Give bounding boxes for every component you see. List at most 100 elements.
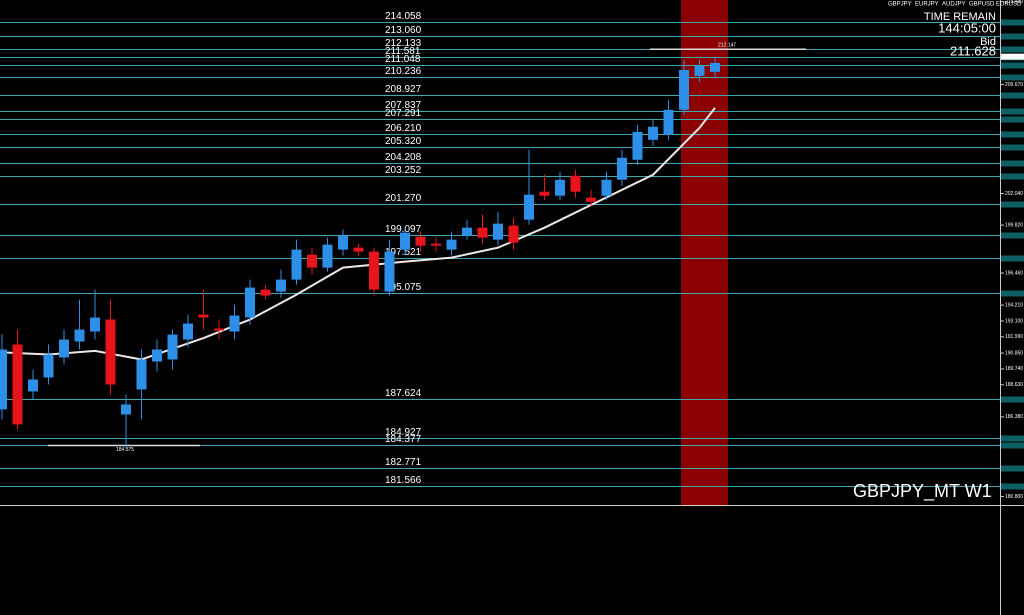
level-label: 213.060	[385, 25, 422, 36]
candle-body	[446, 239, 457, 250]
level-tag	[1001, 62, 1024, 69]
candle-body	[12, 344, 23, 425]
y-tick-label: 180.800	[1005, 494, 1023, 500]
candle-body	[338, 235, 348, 250]
level-tag	[1001, 442, 1024, 449]
candle-body	[555, 179, 565, 196]
symbol-tab[interactable]: AUDJPY	[942, 2, 966, 8]
y-tick-label: 194.210	[1005, 302, 1023, 308]
candle-body	[524, 194, 534, 220]
candle-body	[167, 334, 178, 360]
candle-body	[152, 349, 162, 362]
candle-body	[648, 126, 658, 140]
level-tag	[1001, 46, 1024, 53]
level-tag	[1001, 74, 1024, 81]
level-label: 207.837	[385, 100, 422, 111]
level-label: 204.208	[385, 152, 422, 163]
level-label: 187.624	[385, 388, 422, 399]
time-remain-label: TIME REMAIN	[924, 11, 996, 23]
candle-body	[539, 191, 550, 196]
level-label: 206.210	[385, 123, 422, 134]
candle-body	[353, 247, 364, 252]
y-tick-label: 193.100	[1005, 318, 1023, 324]
candle-body	[477, 227, 488, 238]
candle-body	[710, 62, 720, 72]
level-tag	[1001, 255, 1024, 262]
level-label: 184.377	[385, 434, 422, 445]
symbol-tab[interactable]: EURJPY	[915, 2, 939, 8]
candle-body	[663, 109, 674, 135]
candle-body	[183, 323, 193, 340]
annotation-label: 212.147	[718, 43, 736, 49]
level-tag	[1001, 108, 1024, 115]
level-label: 195.075	[385, 282, 422, 293]
level-tag	[1001, 435, 1024, 442]
bid-tag	[1001, 53, 1024, 60]
candle-body	[431, 243, 441, 246]
level-label: 212.133	[385, 38, 422, 49]
level-label: 199.097	[385, 224, 422, 235]
candle-body	[105, 319, 116, 385]
candle-body	[679, 69, 689, 110]
level-label: 203.252	[385, 165, 422, 176]
candle-body	[0, 349, 7, 410]
level-label: 208.927	[385, 84, 422, 95]
y-tick-label: 188.630	[1005, 382, 1023, 388]
y-tick-label: 202.040	[1005, 191, 1023, 197]
level-tag	[1001, 173, 1024, 180]
candle-body	[322, 244, 333, 268]
y-tick-label: 186.380	[1005, 414, 1023, 420]
candle-body	[74, 329, 85, 342]
y-tick-label: 191.990	[1005, 334, 1023, 340]
level-label: 181.566	[385, 475, 422, 486]
candle-body	[384, 251, 395, 292]
candle-body	[43, 354, 54, 378]
level-label: 207.291	[385, 108, 422, 119]
level-tag	[1001, 160, 1024, 167]
bid-label: Bid	[980, 36, 996, 48]
y-tick-label: 209.670	[1005, 82, 1023, 88]
candle-body	[229, 315, 240, 332]
candle-body	[121, 404, 131, 415]
level-tag	[1001, 92, 1024, 99]
level-label: 205.320	[385, 136, 422, 147]
candle-body	[291, 249, 302, 280]
level-tag	[1001, 290, 1024, 297]
annotation-label: 184.375	[116, 447, 134, 453]
y-tick-label: 196.460	[1005, 270, 1023, 276]
candle-body	[245, 287, 255, 318]
level-tag	[1001, 19, 1024, 26]
symbol-tab[interactable]: EURUSD	[996, 2, 1022, 8]
y-tick-label: 215.480	[1005, 0, 1023, 5]
candle-body	[415, 236, 426, 246]
level-label: 211.581	[385, 46, 421, 57]
candle-body	[276, 279, 286, 292]
candle-body	[694, 65, 705, 76]
candle-body	[307, 254, 317, 268]
candle-body	[369, 251, 379, 290]
chart-title: GBPJPY_MT W1	[853, 481, 992, 502]
candle-body	[260, 289, 271, 296]
candle-body	[59, 339, 69, 358]
level-label: 197.521	[385, 247, 422, 258]
candle-body	[198, 314, 209, 318]
time-remain: 144:05:00	[938, 20, 996, 35]
level-label: 182.771	[385, 457, 422, 468]
level-tag	[1001, 465, 1024, 472]
candle-body	[28, 379, 38, 392]
level-tag	[1001, 131, 1024, 138]
level-label: 201.270	[385, 193, 422, 204]
symbol-tab[interactable]: GBPUSD	[969, 2, 995, 8]
level-tag	[1001, 483, 1024, 490]
level-tag	[1001, 116, 1024, 123]
level-label: 211.048	[385, 54, 421, 65]
candle-body	[570, 175, 581, 192]
symbol-tab[interactable]: GBPJPY	[888, 2, 912, 8]
y-tick-label: 190.850	[1005, 350, 1023, 356]
level-tag	[1001, 396, 1024, 403]
candle-body	[462, 227, 472, 236]
candle-body	[586, 197, 596, 202]
candle-body	[601, 179, 612, 196]
